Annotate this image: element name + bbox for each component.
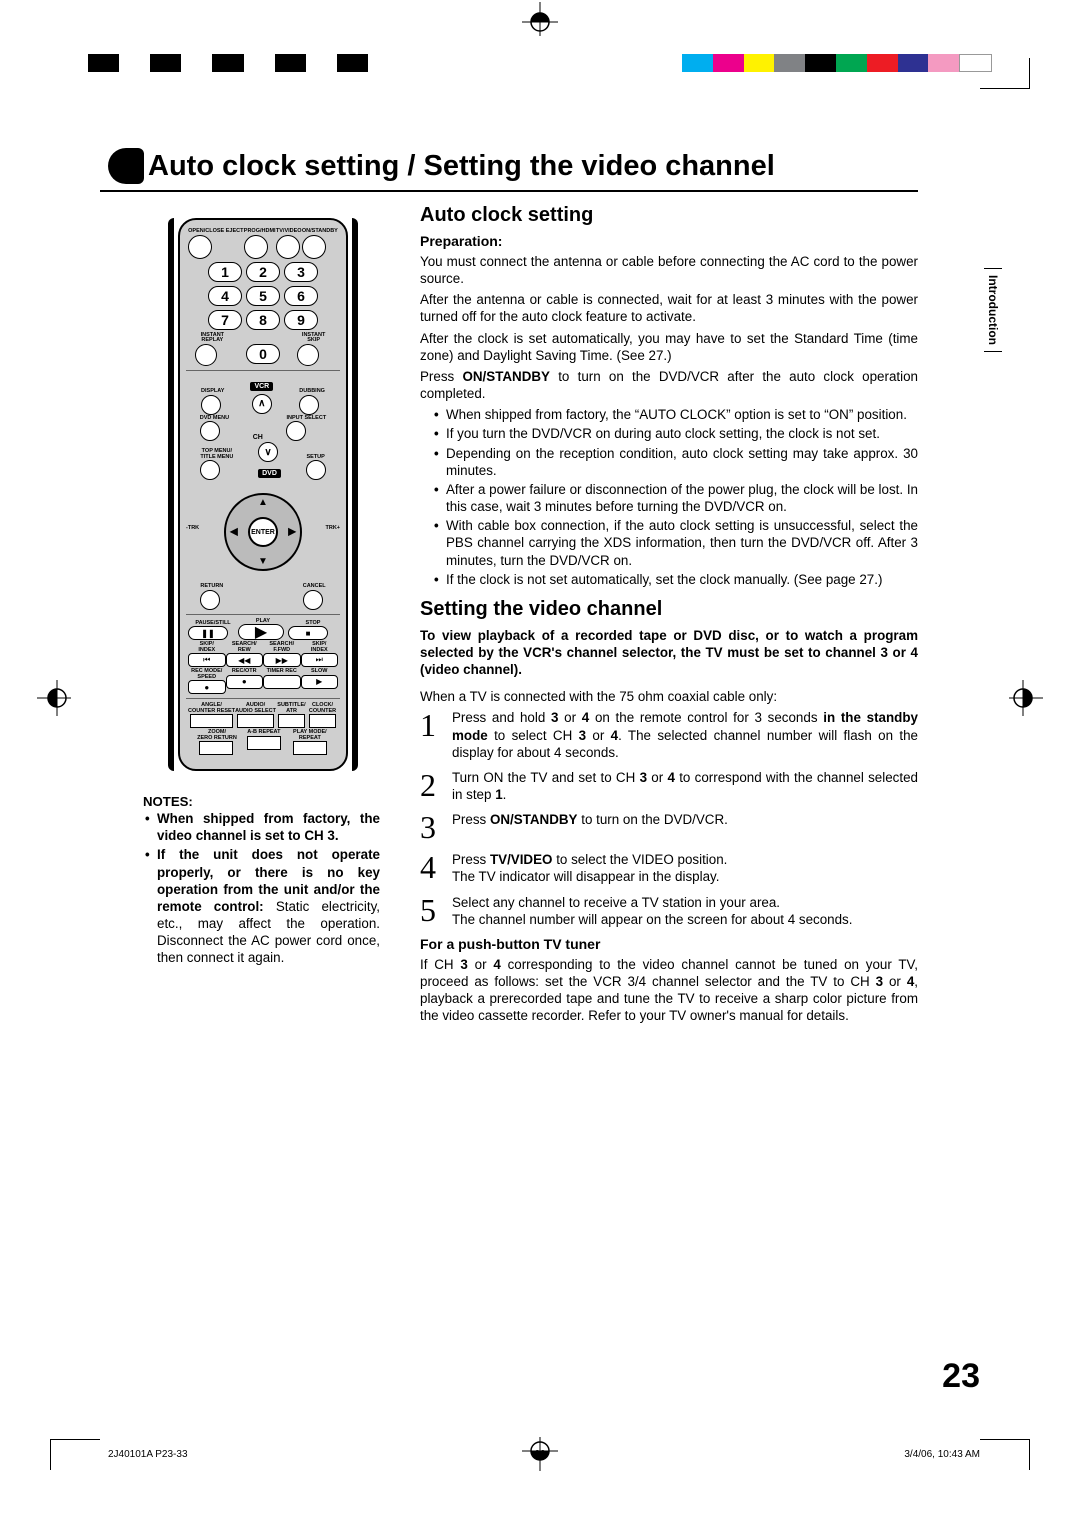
crop-mark <box>1029 58 1030 88</box>
section2-heading: Setting the video channel <box>420 598 918 621</box>
label-input-select: INPUT SELECT <box>286 416 326 422</box>
registration-mark-bottom <box>522 1437 558 1478</box>
title-bullet-icon <box>108 148 144 184</box>
dpad: ENTER ▲ ▼ ◀ ▶ <box>224 493 302 571</box>
page-title: Auto clock setting / Setting the video c… <box>148 150 775 183</box>
label-setup: SETUP <box>306 455 326 461</box>
label-instant-replay: INSTANT REPLAY <box>195 333 229 344</box>
label-trk-plus: TRK+ <box>325 526 340 532</box>
section2-p1: When a TV is connected with the 75 ohm c… <box>420 688 918 705</box>
btn-enter: ENTER <box>248 517 278 547</box>
label-instant-skip: INSTANT SKIP <box>297 333 331 344</box>
section1-p2: After the antenna or cable is connected,… <box>420 291 918 325</box>
registration-bars <box>0 50 1080 92</box>
label-display: DISPLAY <box>201 389 224 395</box>
remote-btn-0: 0 <box>246 344 280 364</box>
crop-mark <box>980 88 1030 89</box>
crop-mark <box>50 1439 100 1440</box>
btn-play: ▶ <box>238 624 284 640</box>
section1-bullets: When shipped from factory, the “AUTO CLO… <box>420 406 918 588</box>
label-top-menu: TOP MENU/ TITLE MENU <box>200 449 233 460</box>
label-dvd-menu: DVD MENU <box>200 416 229 422</box>
section2-intro: To view playback of a recorded tape or D… <box>420 627 918 678</box>
section1-p3: After the clock is set automatically, yo… <box>420 330 918 364</box>
notes-block: NOTES: When shipped from factory, the vi… <box>143 793 380 967</box>
label-trk-minus: -TRK <box>186 526 199 532</box>
section1-heading: Auto clock setting <box>420 204 918 227</box>
label-return: RETURN <box>200 584 223 590</box>
section1-sub: Preparation: <box>420 233 918 249</box>
section-tab: Introduction <box>984 268 1002 352</box>
label-dubbing: DUBBING <box>299 389 325 395</box>
steps-list: 1Press and hold 3 or 4 on the remote con… <box>420 709 918 927</box>
page-number: 23 <box>942 1357 980 1396</box>
registration-mark-left <box>35 680 71 721</box>
registration-mark-right <box>1009 680 1045 721</box>
registration-mark-top <box>522 0 558 41</box>
chip-vcr: VCR <box>250 382 273 391</box>
push-heading: For a push-button TV tuner <box>420 936 918 952</box>
btn-pause: ❚❚ <box>188 626 228 640</box>
label-ch: CH <box>253 434 263 441</box>
label-pause: PAUSE/STILL <box>188 621 238 627</box>
label-cancel: CANCEL <box>303 584 326 590</box>
btn-stop: ■ <box>288 626 328 640</box>
chip-dvd: DVD <box>258 469 281 478</box>
title-rule <box>100 190 918 192</box>
page-title-row: Auto clock setting / Setting the video c… <box>108 148 775 184</box>
crop-mark <box>980 1439 1030 1440</box>
section1-p1: You must connect the antenna or cable be… <box>420 253 918 287</box>
notes-heading: NOTES: <box>143 793 380 810</box>
remote-illustration: OPEN/CLOSE EJECTPROG/HDMITV/VIDEOON/STAN… <box>157 218 369 771</box>
section1-p4: Press ON/STANDBY to turn on the DVD/VCR … <box>420 368 918 402</box>
push-text: If CH 3 or 4 corresponding to the video … <box>420 956 918 1025</box>
